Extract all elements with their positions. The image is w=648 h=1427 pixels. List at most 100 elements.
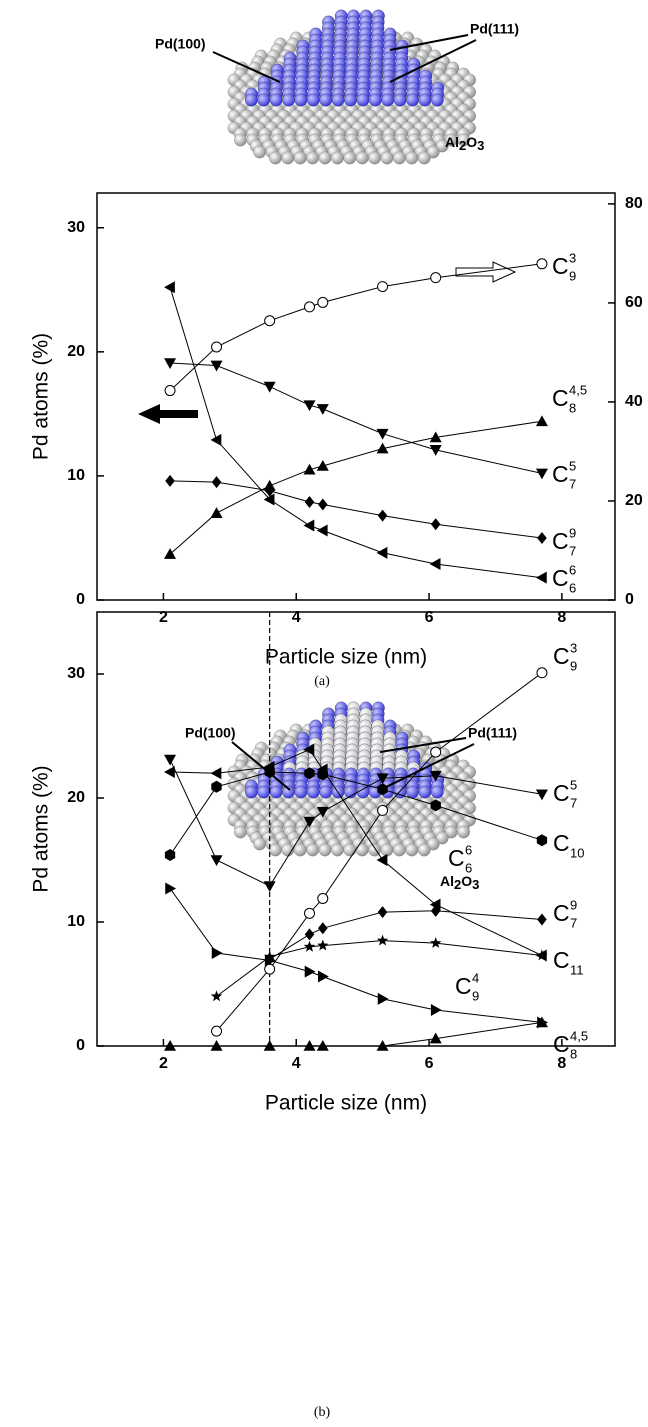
pointer [231, 741, 291, 791]
marker [303, 400, 316, 412]
marker [537, 913, 547, 926]
marker [430, 937, 442, 948]
x-tick-label: 8 [557, 609, 566, 626]
text: Al [445, 134, 459, 150]
marker [316, 763, 328, 776]
marker [316, 1040, 329, 1051]
marker [376, 546, 388, 559]
marker [164, 385, 176, 397]
sphere [331, 151, 344, 165]
sphere [418, 785, 432, 799]
sphere [435, 139, 449, 153]
marker [377, 783, 388, 796]
marker [430, 518, 441, 531]
series-label-sub: 7 [569, 476, 576, 491]
chart: 2 4 6 8 0 10 20 30 Particle size (nm) Pd atoms (%… [30, 611, 616, 1420]
sphere [281, 151, 295, 165]
sphere [343, 843, 357, 857]
marker [430, 746, 442, 758]
marker [429, 1032, 442, 1044]
marker [535, 789, 548, 801]
series-label: C [553, 1031, 570, 1057]
support-label: Al2O3 [445, 134, 484, 154]
marker [376, 1040, 389, 1051]
marker [304, 965, 316, 978]
sphere [368, 93, 382, 107]
sphere [294, 785, 308, 799]
series-line [169, 759, 542, 887]
marker [537, 531, 547, 544]
series-label-sub: 7 [570, 795, 577, 810]
text: Al [440, 873, 454, 889]
y-tick-label: 20 [67, 343, 85, 360]
sphere [253, 145, 266, 159]
marker [304, 767, 315, 780]
y-tick-label: 0 [76, 591, 85, 608]
illustration [227, 9, 476, 165]
series-label: C [553, 780, 570, 806]
sphere [294, 93, 308, 107]
sphere [426, 837, 440, 851]
sphere [356, 93, 370, 107]
marker [316, 806, 329, 818]
sphere [343, 151, 357, 165]
marker [317, 892, 329, 904]
series-label-sub: 9 [472, 988, 479, 1003]
sphere [306, 151, 319, 165]
x-axis-title: Particle size (nm) [265, 1092, 427, 1115]
marker [317, 498, 328, 511]
marker [210, 360, 223, 372]
marker [429, 431, 442, 443]
sphere [331, 93, 345, 107]
sphere [426, 145, 440, 159]
series-label: C [553, 830, 570, 856]
series-line [170, 1021, 542, 1047]
sphere [355, 843, 369, 857]
sphere [253, 837, 266, 851]
series-label-sub: 8 [569, 400, 576, 415]
series-line [169, 420, 542, 555]
text: 2 [459, 138, 466, 153]
sphere [269, 785, 283, 799]
sphere [257, 785, 271, 799]
marker [210, 433, 222, 446]
series-line [169, 888, 542, 1023]
marker [430, 799, 441, 812]
series-line [169, 287, 542, 579]
marker [164, 849, 176, 861]
series-label-sub: 11 [570, 962, 584, 977]
sphere [430, 93, 444, 107]
text: O [461, 873, 472, 889]
axis-arrow [455, 261, 517, 283]
sphere [269, 843, 282, 857]
y-tick-label: 30 [67, 665, 85, 682]
sphere [234, 133, 247, 147]
marker [536, 834, 548, 847]
series-line [170, 748, 543, 956]
series-label-sub: 9 [569, 268, 576, 283]
series-label-sup: 9 [569, 525, 576, 540]
marker [317, 296, 329, 308]
y-axis-title: Pd atoms (%) [30, 765, 53, 892]
marker [165, 474, 175, 487]
series-label: C [552, 528, 569, 554]
marker [304, 907, 316, 919]
pointer [389, 34, 469, 51]
marker [211, 780, 222, 793]
marker [316, 524, 328, 537]
series-label-sup: 3 [569, 250, 576, 265]
text: 3 [477, 138, 484, 153]
x-axis-title: Particle size (nm) [265, 646, 427, 669]
marker [164, 765, 175, 778]
series-label-sub: 9 [570, 658, 577, 673]
series-label-sup: 4,5 [569, 382, 587, 397]
series-label-sup: 5 [569, 458, 576, 473]
marker [430, 904, 441, 917]
y-tick-label: 0 [76, 1037, 85, 1054]
series-label-sup: 9 [570, 897, 577, 912]
marker [303, 1040, 316, 1051]
marker [303, 743, 315, 756]
sphere [381, 93, 395, 107]
sphere [319, 93, 333, 107]
